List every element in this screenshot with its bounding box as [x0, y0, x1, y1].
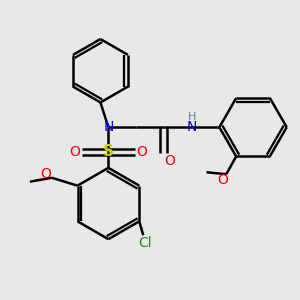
Text: N: N: [103, 120, 114, 134]
Text: N: N: [186, 120, 197, 134]
Text: S: S: [103, 145, 114, 160]
Text: H: H: [188, 112, 196, 122]
Text: O: O: [136, 145, 148, 159]
Text: O: O: [69, 145, 80, 159]
Text: O: O: [164, 154, 175, 168]
Text: O: O: [217, 173, 228, 187]
Text: O: O: [40, 167, 51, 181]
Text: Cl: Cl: [138, 236, 152, 250]
